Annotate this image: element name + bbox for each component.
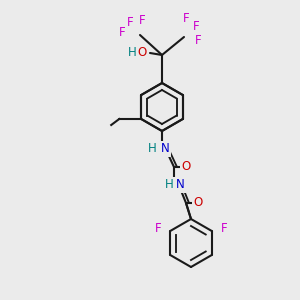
Text: F: F [127,16,133,29]
Text: O: O [182,160,190,173]
Text: H: H [165,178,173,191]
Text: N: N [176,178,184,191]
Text: F: F [155,223,161,236]
Text: H: H [148,142,156,155]
Text: N: N [160,142,169,155]
Text: O: O [194,196,202,209]
Text: F: F [193,20,199,34]
Text: H: H [128,46,136,59]
Text: O: O [137,46,147,59]
Text: F: F [139,14,145,28]
Text: F: F [220,223,227,236]
Text: F: F [119,26,125,40]
Text: F: F [183,13,189,26]
Text: F: F [195,34,201,47]
